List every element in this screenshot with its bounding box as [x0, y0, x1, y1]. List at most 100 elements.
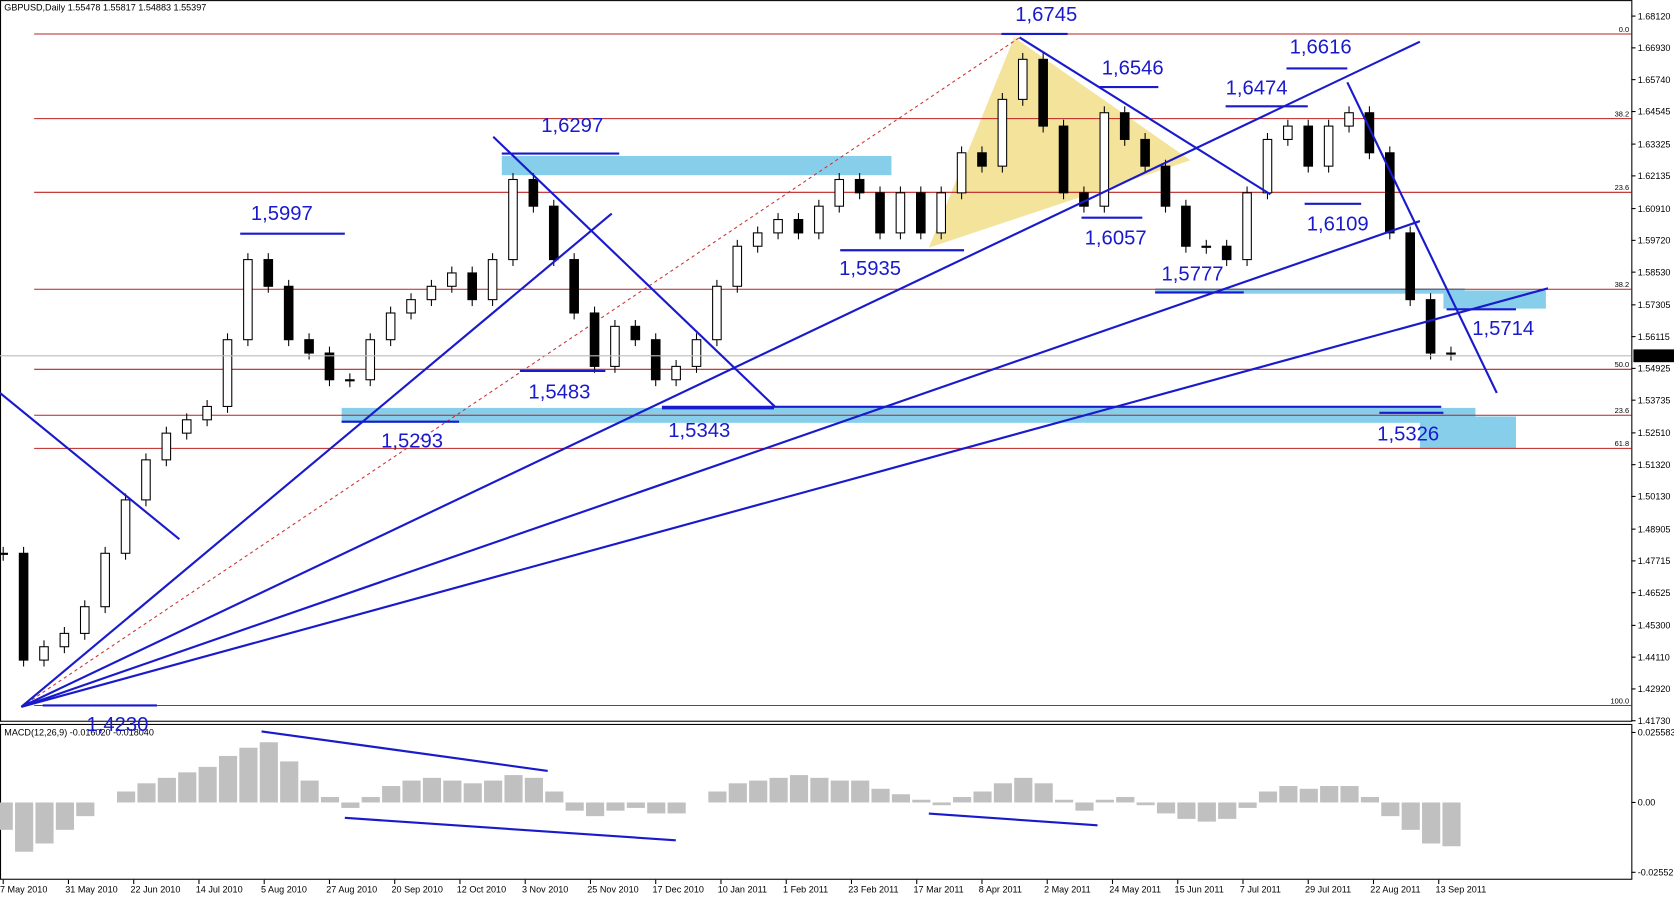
- level-label: 1,5483: [528, 382, 590, 404]
- candle: [39, 646, 49, 661]
- macd-bar: [932, 802, 951, 806]
- x-tick-label: 7 May 2010: [0, 885, 47, 895]
- x-tick-label: 12 Oct 2010: [457, 885, 506, 895]
- macd-bar: [1197, 802, 1216, 822]
- macd-bar: [1095, 799, 1114, 803]
- candle: [345, 379, 355, 382]
- candle: [732, 245, 743, 287]
- y-tick-label: 1.47715: [1638, 556, 1671, 566]
- y-tick-label: 1.51320: [1638, 460, 1671, 470]
- candle: [650, 339, 661, 381]
- macd-bar: [157, 777, 176, 803]
- macd-bar: [789, 775, 809, 803]
- macd-bar: [178, 772, 197, 803]
- candle: [1405, 232, 1415, 301]
- macd-bar: [280, 761, 299, 803]
- fib-label: 23.6: [1615, 406, 1630, 415]
- zone: [501, 155, 892, 176]
- macd-bar: [1136, 802, 1155, 806]
- candle: [916, 192, 926, 234]
- candle: [243, 259, 253, 341]
- trendline: [261, 730, 548, 772]
- macd-bar: [1320, 786, 1339, 803]
- macd-bar: [382, 786, 401, 803]
- x-tick-label: 8 Apr 2011: [979, 885, 1022, 895]
- macd-bar: [137, 783, 156, 803]
- x-tick-label: 5 Aug 2010: [261, 885, 307, 895]
- macd-bar: [1442, 802, 1461, 847]
- candle: [202, 405, 212, 421]
- candle: [1344, 112, 1354, 127]
- y-tick-label: 1.42920: [1638, 684, 1671, 694]
- macd-tick-label: 0.025583: [1638, 728, 1674, 738]
- macd-bar: [1422, 802, 1441, 844]
- macd-bar: [15, 802, 34, 852]
- x-tick-label: 17 Dec 2010: [653, 885, 704, 895]
- macd-bar: [76, 802, 95, 817]
- x-tick-label: 25 Nov 2010: [587, 885, 638, 895]
- level-label: 1,5997: [251, 203, 313, 225]
- macd-bar: [1340, 786, 1359, 803]
- macd-bar: [443, 780, 462, 803]
- trendline: [20, 40, 1421, 708]
- candle: [406, 299, 416, 314]
- candle: [1385, 152, 1395, 234]
- y-tick-label: 1.48905: [1638, 524, 1671, 534]
- price-frame: [0, 0, 1633, 722]
- macd-bar: [1055, 799, 1074, 803]
- y-tick-label: 1.62135: [1638, 171, 1671, 181]
- level-label: 1,5293: [381, 430, 443, 452]
- macd-bar: [708, 791, 727, 803]
- trendline: [1346, 81, 1498, 394]
- candle: [0, 552, 9, 555]
- macd-bar: [55, 802, 74, 830]
- macd-bar: [749, 780, 768, 803]
- last-price-box: [1633, 349, 1674, 363]
- macd-bar: [891, 794, 911, 803]
- candle: [548, 205, 559, 261]
- candle: [936, 192, 947, 234]
- candle: [875, 192, 885, 234]
- macd-bar: [851, 780, 870, 803]
- fib-label: 50.0: [1615, 360, 1630, 369]
- x-tick-label: 17 Mar 2011: [914, 885, 964, 895]
- macd-bar: [1360, 796, 1380, 803]
- candle: [385, 312, 396, 341]
- candle: [1425, 299, 1436, 354]
- macd-bar: [1116, 796, 1135, 803]
- candle: [528, 178, 539, 207]
- candle: [365, 339, 376, 381]
- macd-bar: [626, 802, 645, 808]
- macd-bar: [912, 799, 931, 803]
- macd-bar: [361, 796, 380, 803]
- x-tick-label: 22 Aug 2011: [1370, 885, 1420, 895]
- trendline: [21, 287, 1549, 708]
- macd-title: MACD(12,26,9) -0.016020 -0.018040: [4, 728, 154, 738]
- trendline: [1018, 36, 1272, 196]
- candle: [1160, 165, 1171, 207]
- y-tick-label: 1.41730: [1638, 716, 1671, 726]
- chart-title: GBPUSD,Daily 1.55478 1.55817 1.54883 1.5…: [4, 3, 206, 13]
- macd-tick-label: 0.00: [1638, 798, 1656, 808]
- candle: [222, 339, 233, 407]
- x-tick-label: 15 Jun 2011: [1175, 885, 1224, 895]
- macd-bar: [667, 802, 686, 814]
- macd-bar: [586, 802, 605, 817]
- candle: [1221, 245, 1232, 261]
- x-tick-label: 20 Sep 2010: [392, 885, 443, 895]
- macd-bar: [504, 775, 523, 803]
- level-label: 1,5714: [1472, 318, 1534, 340]
- y-tick-label: 1.57305: [1638, 300, 1671, 310]
- candle: [630, 325, 641, 341]
- macd-frame: [0, 723, 1633, 880]
- macd-bar: [1258, 791, 1278, 803]
- candle: [1242, 192, 1252, 261]
- marks: [0, 33, 1632, 852]
- y-tick-label: 1.53735: [1638, 395, 1671, 405]
- macd-bar: [1156, 802, 1176, 814]
- macd-bar: [545, 791, 564, 803]
- macd-bar: [1238, 802, 1257, 808]
- candle: [181, 419, 192, 434]
- fib-label: 23.6: [1615, 183, 1630, 192]
- x-tick-label: 23 Feb 2011: [848, 885, 898, 895]
